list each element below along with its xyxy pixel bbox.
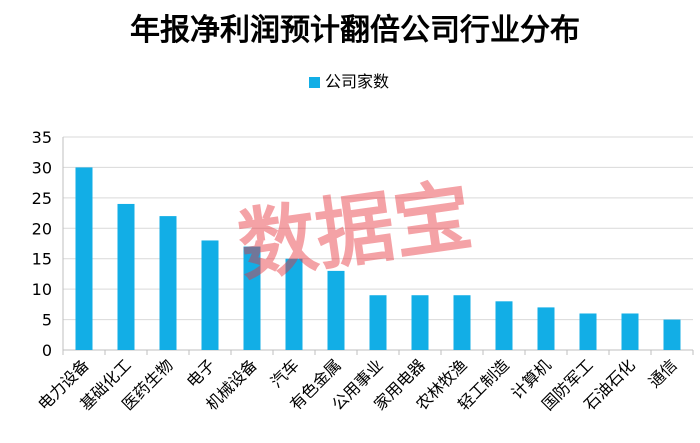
y-tick-label: 5 bbox=[42, 311, 52, 330]
bar bbox=[117, 203, 135, 350]
bar bbox=[411, 295, 429, 350]
bars bbox=[75, 167, 681, 350]
bar bbox=[537, 307, 555, 350]
x-tick-label: 汽车 bbox=[267, 355, 303, 391]
bar bbox=[75, 167, 93, 350]
bar bbox=[243, 246, 261, 350]
x-tick-label: 电子 bbox=[183, 355, 219, 391]
bar bbox=[327, 270, 345, 350]
y-tick-labels: 0 5 10 15 20 25 30 35 bbox=[32, 128, 52, 360]
bar bbox=[621, 313, 639, 350]
y-tick-label: 30 bbox=[32, 158, 52, 177]
bar bbox=[495, 301, 513, 350]
y-tick-label: 20 bbox=[32, 219, 52, 238]
y-tick-label: 35 bbox=[32, 128, 52, 147]
y-tick-label: 10 bbox=[32, 280, 52, 299]
x-tick-label: 通信 bbox=[645, 355, 681, 391]
bar bbox=[453, 295, 471, 350]
bar bbox=[369, 295, 387, 350]
bar bbox=[285, 258, 303, 350]
axes bbox=[62, 137, 694, 355]
bar bbox=[663, 319, 681, 350]
y-tick-label: 0 bbox=[42, 341, 52, 360]
legend-label: 公司家数 bbox=[325, 72, 389, 91]
bar bbox=[201, 240, 219, 350]
y-tick-label: 15 bbox=[32, 250, 52, 269]
legend-swatch bbox=[309, 77, 320, 88]
chart-title: 年报净利润预计翻倍公司行业分布 bbox=[130, 13, 580, 48]
y-tick-label: 25 bbox=[32, 189, 52, 208]
bar bbox=[579, 313, 597, 350]
legend: 公司家数 bbox=[309, 72, 389, 91]
bar bbox=[159, 216, 177, 350]
watermark: 数据宝 bbox=[233, 171, 477, 293]
